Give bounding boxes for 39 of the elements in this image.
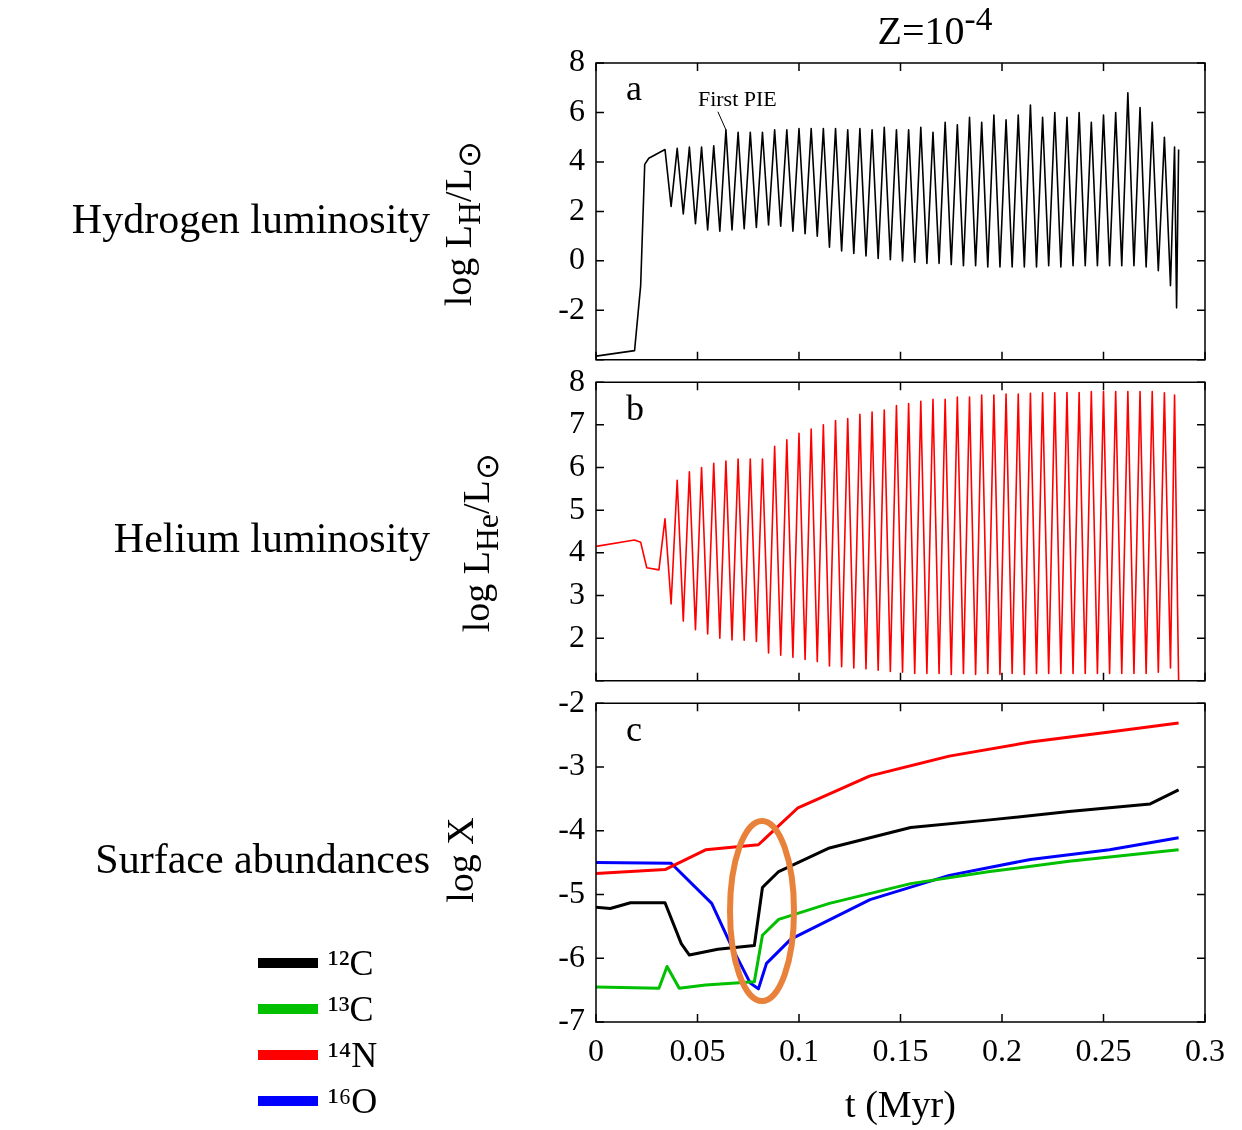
x-tick-label: 0.3 <box>1185 1031 1225 1068</box>
y-tick-label: -4 <box>558 810 585 847</box>
x-tick-label: 0.15 <box>872 1031 929 1068</box>
chart-title: Z=10$^{-4}$ <box>876 0 994 55</box>
y-tick-label: 6 <box>569 91 585 128</box>
legend-label: ¹⁴N <box>328 1035 378 1075</box>
y-tick-label: -6 <box>558 937 585 974</box>
y-tick-label: 8 <box>569 361 585 398</box>
y-tick-label: 8 <box>569 42 585 79</box>
y-tick-label: 2 <box>569 190 585 227</box>
y-tick-label: 7 <box>569 404 585 441</box>
y-tick-label: 6 <box>569 446 585 483</box>
text: Surface abundances <box>95 835 430 883</box>
annotation: a <box>626 68 642 109</box>
x-axis-title: t (Myr) <box>845 1083 956 1127</box>
x-tick-label: 0.1 <box>779 1031 819 1068</box>
x-tick-label: 0.05 <box>669 1031 726 1068</box>
y-tick-label: 2 <box>569 617 585 654</box>
legend-label: ¹³C <box>328 989 374 1029</box>
y-tick-label: -3 <box>558 746 585 783</box>
y-tick-label: 5 <box>569 489 585 526</box>
y-tick-label: -2 <box>558 289 585 326</box>
x-tick-label: 0.2 <box>982 1031 1022 1068</box>
y-tick-label: 3 <box>569 574 585 611</box>
y-tick-label: 4 <box>569 532 585 569</box>
annotation: b <box>626 387 644 428</box>
y-tick-label: -7 <box>558 1001 585 1038</box>
legend-label: ¹²C <box>328 943 374 983</box>
y-axis-title: log X <box>438 816 482 905</box>
annotation: First PIE <box>697 85 777 111</box>
y-tick-label: 4 <box>569 141 585 178</box>
y-tick-label: -2 <box>558 682 585 719</box>
y-tick-label: -5 <box>558 873 585 910</box>
text: Hydrogen luminosity <box>71 195 430 243</box>
text: Helium luminosity <box>113 514 430 562</box>
annotation: c <box>626 708 642 749</box>
legend-label: ¹⁶O <box>328 1081 378 1121</box>
x-tick-label: 0.25 <box>1075 1031 1132 1068</box>
y-tick-label: 0 <box>569 240 585 277</box>
